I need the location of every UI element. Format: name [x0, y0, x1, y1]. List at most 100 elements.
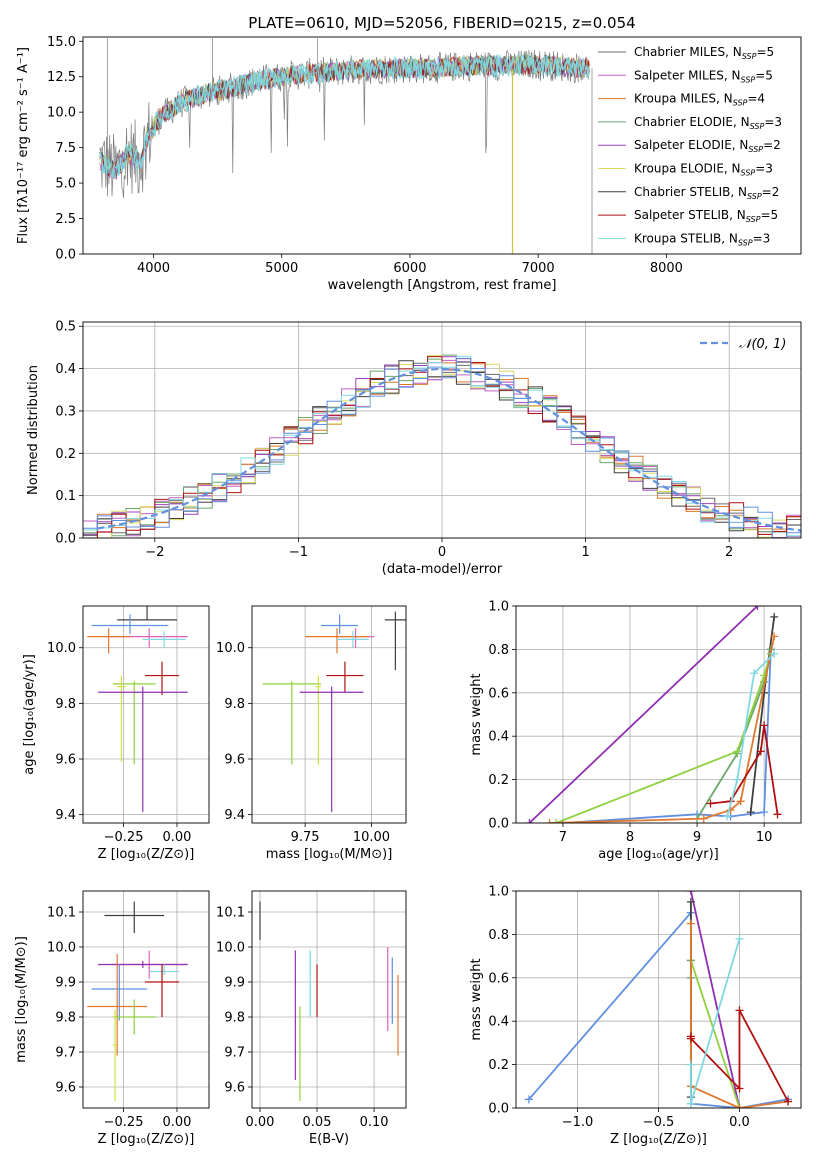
age-vs-Z-panel: −0.25 0.00 9.4 9.6 9.8 10.0 Z [log₁₀(Z/Z⊙)] age…: [22, 605, 210, 862]
y-tick-label: 10.0: [47, 106, 76, 121]
grid-lines: [83, 606, 209, 823]
legend-entry: Kroupa STELIB, NSSP=3: [634, 231, 770, 247]
y-tick-label: 9.8: [55, 697, 76, 712]
axes-frame: [515, 890, 802, 1109]
axes-frame: [82, 36, 802, 255]
axes-frame: [251, 605, 407, 824]
x-axis-label: E(B-V): [309, 1132, 349, 1147]
y-tick-label: 0.3: [55, 404, 76, 419]
error-bar-point: [112, 681, 156, 765]
y-axis-label: Flux [fλ10⁻¹⁷ erg cm⁻² s⁻¹ A⁻¹]: [16, 47, 31, 244]
weight-series: [746, 612, 779, 817]
weight-marker: [525, 819, 534, 823]
x-tick-label: 7000: [522, 261, 555, 276]
error-bar-point: [104, 901, 165, 933]
y-tick-label: 9.9: [224, 976, 245, 991]
y-tick-label: 0.2: [488, 1058, 509, 1073]
weight-series: [686, 891, 744, 1108]
y-tick-label: 9.6: [224, 1081, 245, 1096]
grid-lines: [516, 890, 801, 1109]
x-tick-label: 0.00: [246, 1115, 275, 1130]
weight-marker: [735, 934, 744, 943]
error-bar-point: [305, 628, 369, 654]
weight-line: [689, 923, 789, 1108]
x-tick-label: 1: [581, 545, 589, 560]
y-tick-label: 1.0: [488, 885, 509, 900]
weight-marker: [746, 808, 755, 817]
mass-vs-ebv-panel: 0.00 0.05 0.10 9.6 9.7 9.8 9.9 10.0 10.1 E(B-V): [216, 890, 407, 1147]
weight-marker: [753, 606, 762, 610]
y-tick-label: 10.1: [216, 906, 245, 921]
x-axis-label: Z [log₁₀(Z/Z⊙)]: [610, 1132, 707, 1147]
y-tick-label: 9.4: [224, 808, 245, 823]
x-tick-label: −1.0: [562, 1115, 594, 1130]
y-tick-label: 9.6: [55, 753, 76, 768]
y-tick-label: 0.4: [488, 1015, 509, 1030]
mass-vs-Z-panel: −0.25 0.00 9.6 9.7 9.8 9.9 10.0 10.1 Z [log₁₀(Z/…: [14, 890, 210, 1147]
weight-marker: [735, 1104, 744, 1108]
massweight-vs-age-panel: 7 8 9 10 0.0 0.2 0.4 0.6 0.8 1.0 age [log₁₀(age/yr…: [469, 600, 802, 862]
weight-marker: [770, 632, 779, 641]
weight-marker: [699, 814, 708, 823]
error-bar-point: [87, 628, 130, 654]
y-tick-label: 10.0: [216, 641, 245, 656]
residuals-panel: −2 −1 0 1 2 0.0 0.1 0.2 0.3 0.4 0.5 (data-model)/er…: [26, 320, 802, 577]
weight-marker: [736, 797, 745, 806]
error-bars: [259, 901, 399, 1101]
error-bar-point: [117, 606, 177, 621]
y-tick-label: 9.4: [55, 808, 76, 823]
x-axis-label: mass [log₁₀(M/M⊙)]: [266, 847, 393, 862]
error-bar-point: [144, 964, 180, 1017]
y-tick-label: 15.0: [47, 35, 76, 50]
residual-histogram: [83, 355, 801, 538]
y-tick-label: 10.0: [216, 941, 245, 956]
weight-marker: [760, 721, 769, 730]
y-tick-label: 0.4: [488, 730, 509, 745]
y-tick-label: 0.2: [55, 447, 76, 462]
x-tick-label: −0.5: [643, 1115, 675, 1130]
error-bars: [262, 611, 406, 812]
legend-entry: Chabrier STELIB, NSSP=2: [634, 185, 779, 201]
weight-marker: [686, 1034, 695, 1043]
weight-marker: [773, 810, 782, 819]
tick-labels: −0.25 0.00 9.4 9.6 9.8 10.0: [47, 641, 191, 845]
y-tick-label: 0.0: [55, 532, 76, 547]
weight-marker: [733, 747, 742, 756]
x-tick-label: −2: [145, 545, 164, 560]
error-bar-point: [97, 961, 188, 968]
error-bar-point: [299, 686, 364, 812]
weight-marker: [552, 819, 561, 823]
weight-series: [686, 934, 744, 1108]
chart-title: PLATE=0610, MJD=52056, FIBERID=0215, z=0…: [248, 14, 635, 32]
best-fit-spectrum: [99, 53, 590, 178]
y-tick-label: 0.0: [488, 1102, 509, 1117]
y-tick-label: 0.8: [488, 928, 509, 943]
legend-entry: Kroupa ELODIE, NSSP=3: [634, 162, 773, 178]
weight-series: [525, 606, 762, 823]
weight-marker: [686, 1060, 695, 1069]
x-tick-label: 10: [756, 830, 773, 845]
y-tick-label: 0.0: [55, 248, 76, 263]
error-bar-point: [117, 675, 126, 762]
y-tick-label: 0.5: [55, 320, 76, 335]
error-bar-point: [110, 628, 188, 648]
error-bar-point: [326, 661, 364, 693]
weight-lines: [524, 891, 793, 1108]
y-axis-label: Normed distribution: [26, 365, 41, 495]
y-tick-label: 12.5: [47, 70, 76, 85]
weight-marker: [686, 891, 695, 895]
weight-marker: [545, 819, 554, 823]
histograms: [83, 354, 801, 538]
y-tick-label: 5.0: [55, 177, 76, 192]
x-tick-label: 0.00: [162, 830, 191, 845]
weight-lines: [525, 606, 782, 823]
x-tick-label: 6000: [393, 261, 426, 276]
error-bar-point: [112, 999, 156, 1035]
y-tick-label: 9.8: [55, 1011, 76, 1026]
y-tick-label: 9.7: [224, 1046, 245, 1061]
massweight-vs-Z-panel: −1.0 −0.5 0.0 0.0 0.2 0.4 0.6 0.8 1.0 Z [log₁₀(Z/…: [469, 885, 802, 1147]
weight-marker: [760, 808, 769, 817]
x-tick-label: −0.25: [104, 830, 144, 845]
error-bar-point: [336, 628, 375, 648]
